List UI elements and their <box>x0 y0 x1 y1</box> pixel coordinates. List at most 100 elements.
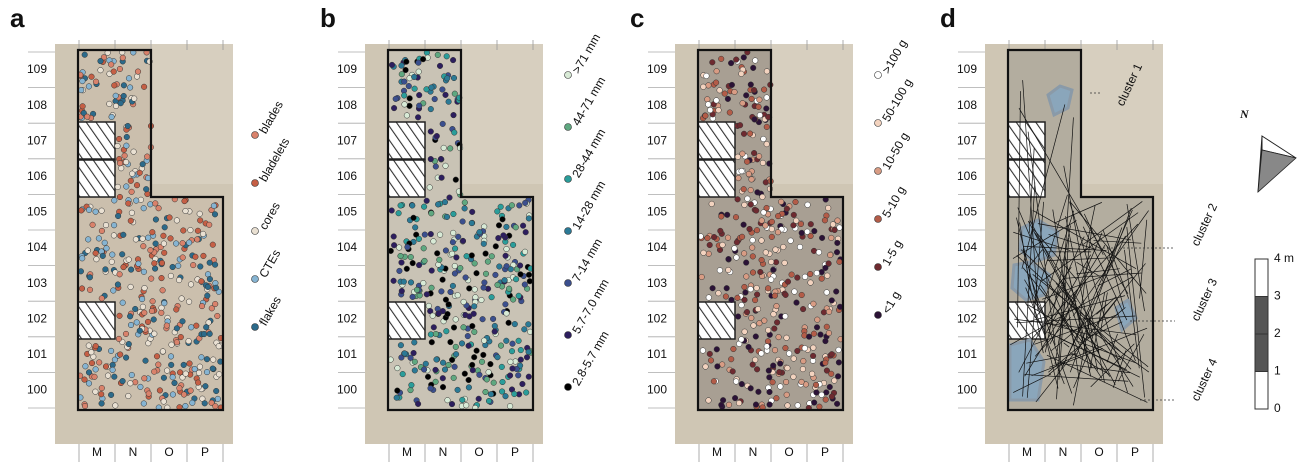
artifact-dot <box>216 371 223 378</box>
artifact-dot <box>428 267 435 274</box>
artifact-dot <box>783 334 790 341</box>
row-label: 106 <box>27 169 47 183</box>
artifact-dot <box>725 266 732 274</box>
row-label: 107 <box>337 133 357 147</box>
artifact-dot <box>494 208 501 215</box>
artifact-dot <box>707 107 714 114</box>
artifact-dot <box>81 376 88 383</box>
artifact-dot <box>744 195 751 202</box>
row-label: 109 <box>337 62 357 76</box>
artifact-dot <box>397 342 404 349</box>
artifact-dot <box>498 363 505 370</box>
artifact-dot <box>828 351 835 358</box>
artifact-dot <box>111 222 118 229</box>
artifact-dot <box>85 342 92 349</box>
row-label: 100 <box>27 383 47 397</box>
row-label: 103 <box>27 276 47 290</box>
artifact-dot <box>415 114 422 121</box>
artifact-dot <box>111 82 118 89</box>
unexcavated-unit <box>697 121 736 160</box>
artifact-dot <box>202 383 209 390</box>
artifact-dot <box>92 388 99 395</box>
artifact-dot <box>397 202 404 209</box>
artifact-dot <box>98 295 105 302</box>
artifact-dot <box>815 249 822 256</box>
artifact-dot <box>401 92 408 99</box>
artifact-dot <box>450 324 458 331</box>
legend-swatch <box>251 227 259 235</box>
artifact-dot <box>794 347 801 355</box>
artifact-dot <box>421 203 428 210</box>
artifact-dot <box>736 400 743 407</box>
artifact-dot <box>179 240 186 247</box>
artifact-dot <box>742 289 749 296</box>
artifact-dot <box>144 153 151 160</box>
artifact-dot <box>756 153 763 160</box>
artifact-dot <box>426 184 433 191</box>
artifact-dot <box>166 214 173 221</box>
unexcavated-unit <box>1007 159 1046 198</box>
artifact-dot <box>822 396 829 403</box>
artifact-dot <box>111 197 118 204</box>
panel-letter: c <box>630 3 644 33</box>
artifact-dot <box>718 213 725 220</box>
artifact-dot <box>485 397 493 405</box>
artifact-dot <box>186 298 193 305</box>
artifact-dot <box>499 388 506 395</box>
artifact-dot <box>91 373 98 380</box>
artifact-dot <box>798 378 805 385</box>
artifact-dot <box>770 311 777 318</box>
artifact-dot <box>707 357 715 364</box>
refit-line <box>1106 333 1118 363</box>
artifact-dot <box>825 330 832 337</box>
artifact-dot <box>747 201 754 208</box>
artifact-dot <box>738 70 745 77</box>
column-label: M <box>712 445 722 459</box>
artifact-dot <box>116 312 123 319</box>
artifact-dot <box>478 358 486 365</box>
artifact-dot <box>476 371 483 378</box>
artifact-dot <box>738 381 745 388</box>
artifact-dot <box>425 302 432 309</box>
refit-line <box>1024 374 1129 382</box>
artifact-dot <box>505 319 512 326</box>
row-label: 102 <box>27 311 47 325</box>
artifact-dot <box>214 395 221 402</box>
artifact-dot <box>210 356 217 363</box>
artifact-dot <box>85 369 93 376</box>
artifact-dot <box>197 217 204 224</box>
panel: a 109 108 107 106 105 104 103 102 101 100 M N O Pblade… <box>10 3 292 462</box>
artifact-dot <box>810 344 817 351</box>
artifact-dot <box>127 217 134 224</box>
artifact-dot <box>194 227 201 234</box>
artifact-dot <box>763 123 770 130</box>
artifact-dot <box>164 367 171 374</box>
artifact-dot <box>733 254 740 261</box>
artifact-dot <box>193 322 200 329</box>
artifact-dot <box>454 386 461 393</box>
artifact-dot <box>749 253 756 260</box>
artifact-dot <box>394 365 401 372</box>
artifact-dot <box>86 274 93 281</box>
artifact-dot <box>482 250 489 257</box>
panel-letter: a <box>10 3 25 33</box>
artifact-dot <box>407 279 415 286</box>
artifact-dot <box>214 312 221 320</box>
artifact-dot <box>401 78 408 85</box>
artifact-dot <box>758 217 765 224</box>
artifact-dot <box>209 241 216 248</box>
artifact-dot <box>159 287 166 294</box>
artifact-dot <box>430 238 437 245</box>
artifact-dot <box>790 355 797 362</box>
refit-line <box>1009 276 1133 346</box>
artifact-dot <box>134 68 142 75</box>
artifact-dot <box>110 232 117 239</box>
artifact-dot <box>788 271 795 278</box>
artifact-dot <box>442 296 449 303</box>
artifact-dot <box>428 284 435 291</box>
artifact-dot <box>509 365 516 372</box>
cluster-area <box>1008 338 1046 402</box>
artifact-dot <box>775 334 782 341</box>
artifact-dot <box>745 170 752 178</box>
refit-line <box>1034 232 1134 387</box>
